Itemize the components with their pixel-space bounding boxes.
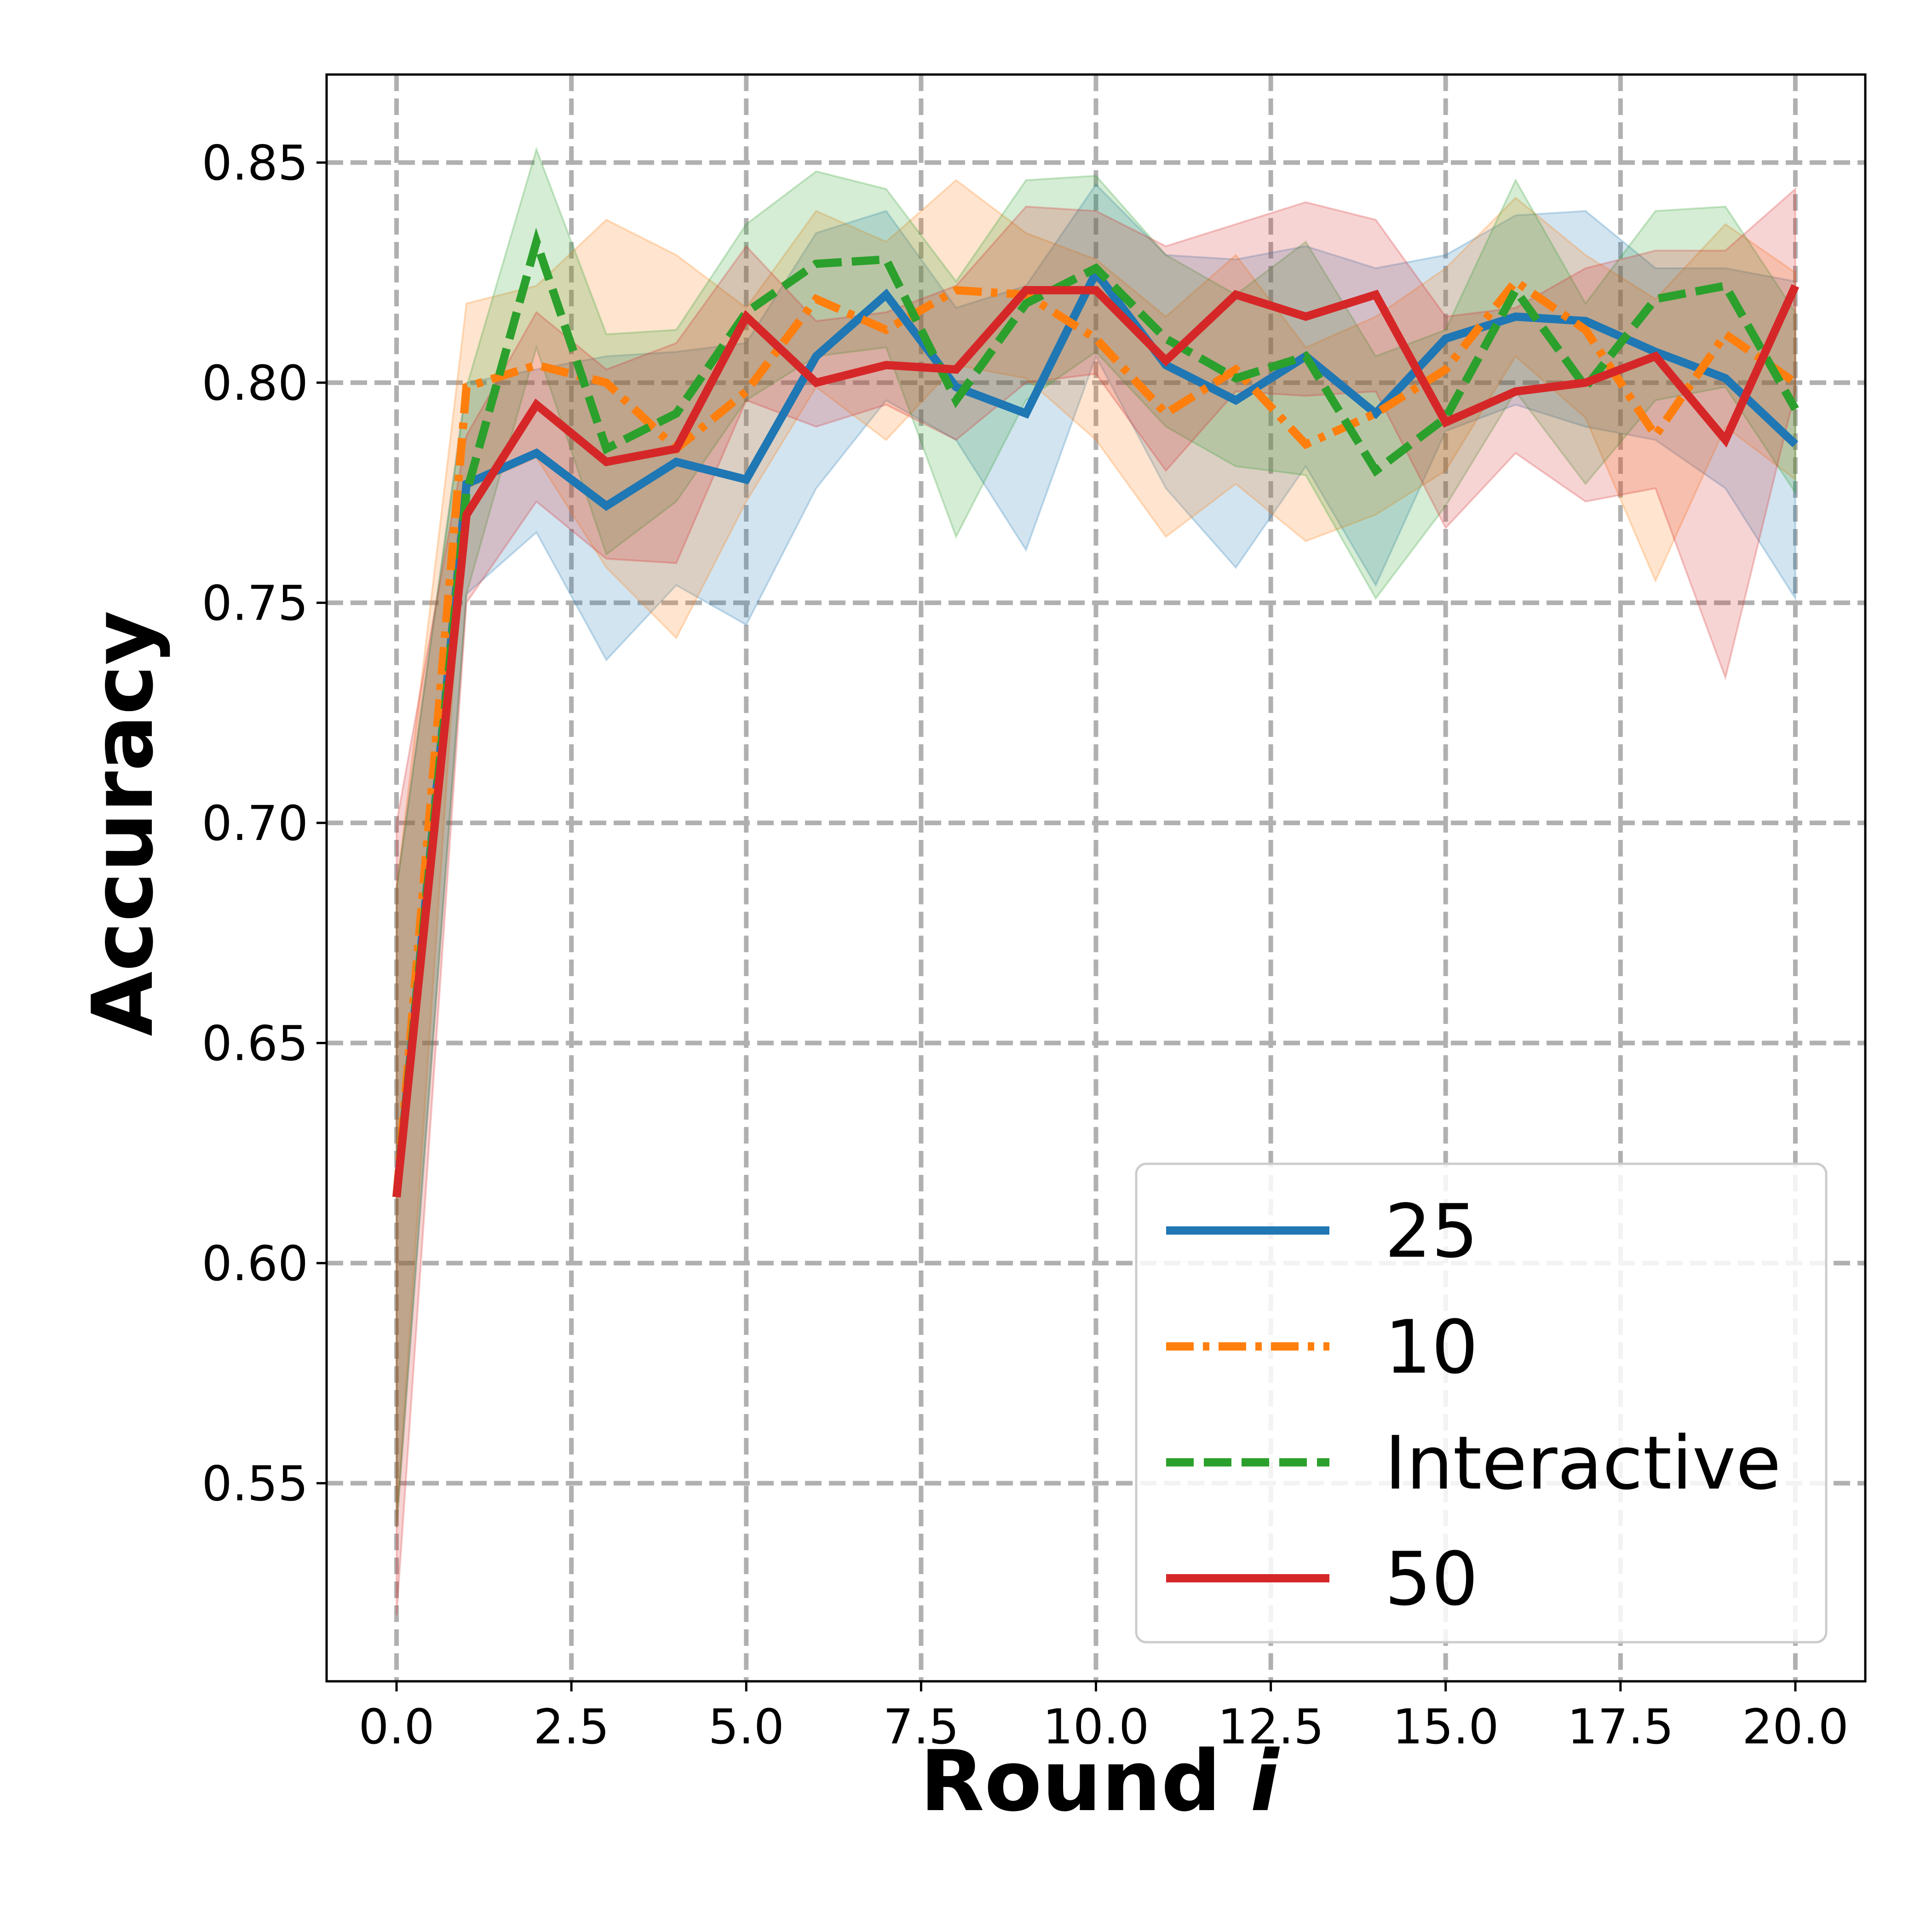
legend-label-interactive: Interactive (1385, 1420, 1781, 1506)
y-tick-label: 0.85 (201, 135, 308, 191)
confidence-band-25 (396, 183, 1796, 1528)
axis-ticks: 0.0 2.5 5.0 7.5 10.0 12.5 15.0 17.5 20.0 0.55 0.60… (201, 135, 1848, 1755)
x-tick-label: 17.5 (1567, 1699, 1674, 1755)
y-tick-label: 0.65 (201, 1015, 308, 1071)
y-tick-label: 0.60 (201, 1236, 308, 1292)
y-tick-label: 0.70 (201, 795, 308, 851)
legend-frame (1135, 1162, 1828, 1644)
confidence-band-50 (396, 187, 1796, 1616)
x-axis-title-variable: i (1250, 1732, 1280, 1830)
x-tick-label: 5.0 (708, 1699, 784, 1755)
x-axis-title: Round i (920, 1732, 1280, 1830)
y-tick-label: 0.75 (201, 575, 308, 631)
x-tick-label: 10.0 (1043, 1699, 1150, 1755)
legend: 25 10 Interactive 50 (1135, 1162, 1828, 1644)
confidence-bands (396, 146, 1796, 1616)
confidence-band-10 (396, 179, 1796, 1528)
y-axis-title: Accuracy (74, 610, 172, 1036)
x-tick-label: 20.0 (1742, 1699, 1849, 1755)
x-tick-label: 2.5 (533, 1699, 609, 1755)
series-line-50 (392, 284, 1800, 1198)
y-tick-label: 0.80 (201, 355, 308, 411)
legend-label-50: 50 (1385, 1536, 1478, 1622)
series-line-interactive (392, 228, 1799, 1198)
x-tick-label: 7.5 (883, 1699, 959, 1755)
x-tick-label: 12.5 (1218, 1699, 1324, 1755)
legend-label-10: 10 (1385, 1304, 1478, 1390)
x-tick-label: 15.0 (1392, 1699, 1499, 1755)
legend-label-25: 25 (1385, 1188, 1478, 1274)
x-tick-label: 0.0 (358, 1699, 434, 1755)
x-axis-title-text: Round (920, 1732, 1221, 1830)
y-tick-label: 0.55 (201, 1455, 308, 1512)
series-lines (392, 228, 1800, 1198)
